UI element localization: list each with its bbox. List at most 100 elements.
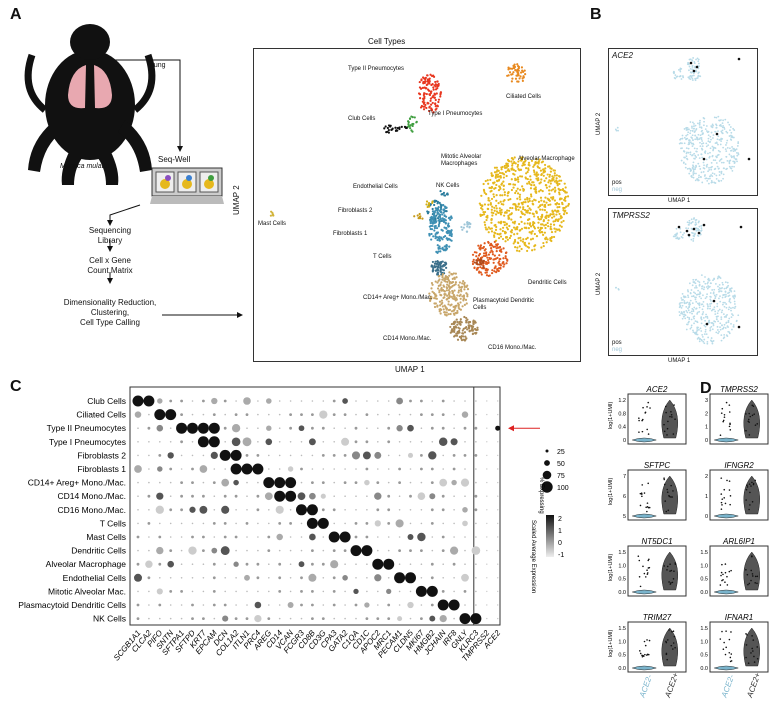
umap-point [449, 218, 452, 221]
umap-neg-point [682, 313, 684, 316]
umap-point [439, 247, 442, 250]
umap-neg-point [733, 290, 736, 293]
dotplot-dot [430, 413, 434, 416]
umap-point [434, 297, 437, 300]
umap-neg-point [689, 168, 692, 170]
umap-point [555, 228, 558, 231]
violin-point [753, 661, 756, 663]
umap-point [497, 211, 500, 214]
violin-point [668, 581, 670, 583]
violin-point [754, 582, 757, 584]
umap-point [545, 177, 548, 180]
umap-neg-point [732, 325, 735, 328]
umap-neg-point [682, 315, 685, 318]
dotplot-row-label: Fibroblasts 1 [77, 464, 126, 474]
dotplot-dot [464, 400, 466, 402]
violin-point [728, 411, 731, 413]
umap-neg-point [711, 289, 714, 291]
umap-point [516, 74, 519, 77]
umap-neg-point [688, 69, 690, 72]
umap-point [547, 225, 550, 228]
dotplot-dot [497, 495, 499, 497]
umap-neg-point [689, 311, 691, 314]
umap-point [456, 338, 460, 341]
dotplot-dot [148, 536, 150, 538]
violin-point [663, 478, 666, 481]
umap-point [490, 189, 493, 192]
umap-neg-point [690, 324, 693, 327]
umap-point [545, 211, 548, 214]
umap-neg-point [728, 153, 731, 156]
umap-point [420, 79, 423, 82]
dotplot-dot [442, 563, 445, 565]
umap-neg-point [711, 123, 714, 126]
dotplot-dot [263, 477, 275, 489]
dotplot-dot [441, 413, 445, 416]
umap-point [522, 76, 525, 79]
umap-point [490, 271, 494, 275]
umap-neg-point [701, 333, 704, 336]
umap-point [538, 166, 541, 170]
dotplot-row-label: Plasmacytoid Dendritic Cells [18, 600, 126, 610]
umap-point [433, 93, 437, 96]
umap-neg-point [683, 142, 686, 145]
umap-neg-point [680, 159, 683, 162]
violin-point [642, 406, 644, 409]
umap-neg-point [695, 219, 698, 221]
umap-neg-point [716, 325, 719, 328]
umap-point [461, 305, 464, 308]
violin-point [748, 421, 750, 423]
umap-point [550, 228, 553, 231]
panel-letter-d: D [700, 380, 712, 397]
umap-point [438, 291, 441, 294]
umap-neg-point [617, 129, 619, 132]
umap-neg-point [707, 177, 710, 180]
umap-neg-point [723, 333, 726, 336]
umap-neg-point [701, 287, 703, 290]
violin-point [663, 565, 665, 567]
umap-point [548, 175, 551, 178]
umap-point [463, 223, 466, 226]
violin-point [721, 504, 723, 506]
umap-point [408, 117, 412, 120]
umap-point [434, 98, 437, 102]
umap-point [433, 229, 436, 232]
dotplot-dot [311, 590, 314, 593]
umap-neg-point [717, 149, 720, 152]
umap-neg-point [675, 227, 678, 230]
umap-point [553, 227, 556, 230]
violin-point [723, 497, 726, 499]
dotplot-dot [235, 522, 237, 525]
violin-point [670, 413, 673, 416]
umap-point [506, 74, 509, 77]
umap-point [411, 124, 414, 128]
umap-point [537, 162, 540, 165]
violin-ylabel: log(1+UMI) [608, 477, 614, 505]
dotplot-dot [344, 590, 346, 593]
dotplot-dot [169, 617, 172, 620]
violin-point [647, 559, 650, 562]
umap-point [433, 199, 436, 202]
violin-point [719, 434, 722, 437]
violin-point [672, 433, 675, 435]
umap-neg-point [698, 328, 700, 331]
violin-neg [631, 513, 658, 519]
umap-neg-point [715, 162, 718, 164]
umap-point [431, 101, 434, 105]
dotplot-dot [265, 438, 273, 446]
umap-neg-point [695, 307, 697, 310]
umap-neg-point [701, 308, 704, 311]
umap-point [438, 300, 442, 303]
umap-point [463, 303, 466, 307]
dotplot-dot [453, 536, 455, 538]
umap-point [461, 282, 464, 285]
color-legend-tick: -1 [558, 552, 564, 559]
umap-point [445, 289, 448, 292]
umap-point [483, 249, 486, 252]
dotplot-dot [235, 604, 237, 606]
umap-point [540, 226, 544, 230]
umap-neg-point [694, 221, 697, 224]
dotplot-dot [256, 508, 260, 512]
umap-point [553, 190, 557, 193]
umap-point [450, 216, 453, 219]
